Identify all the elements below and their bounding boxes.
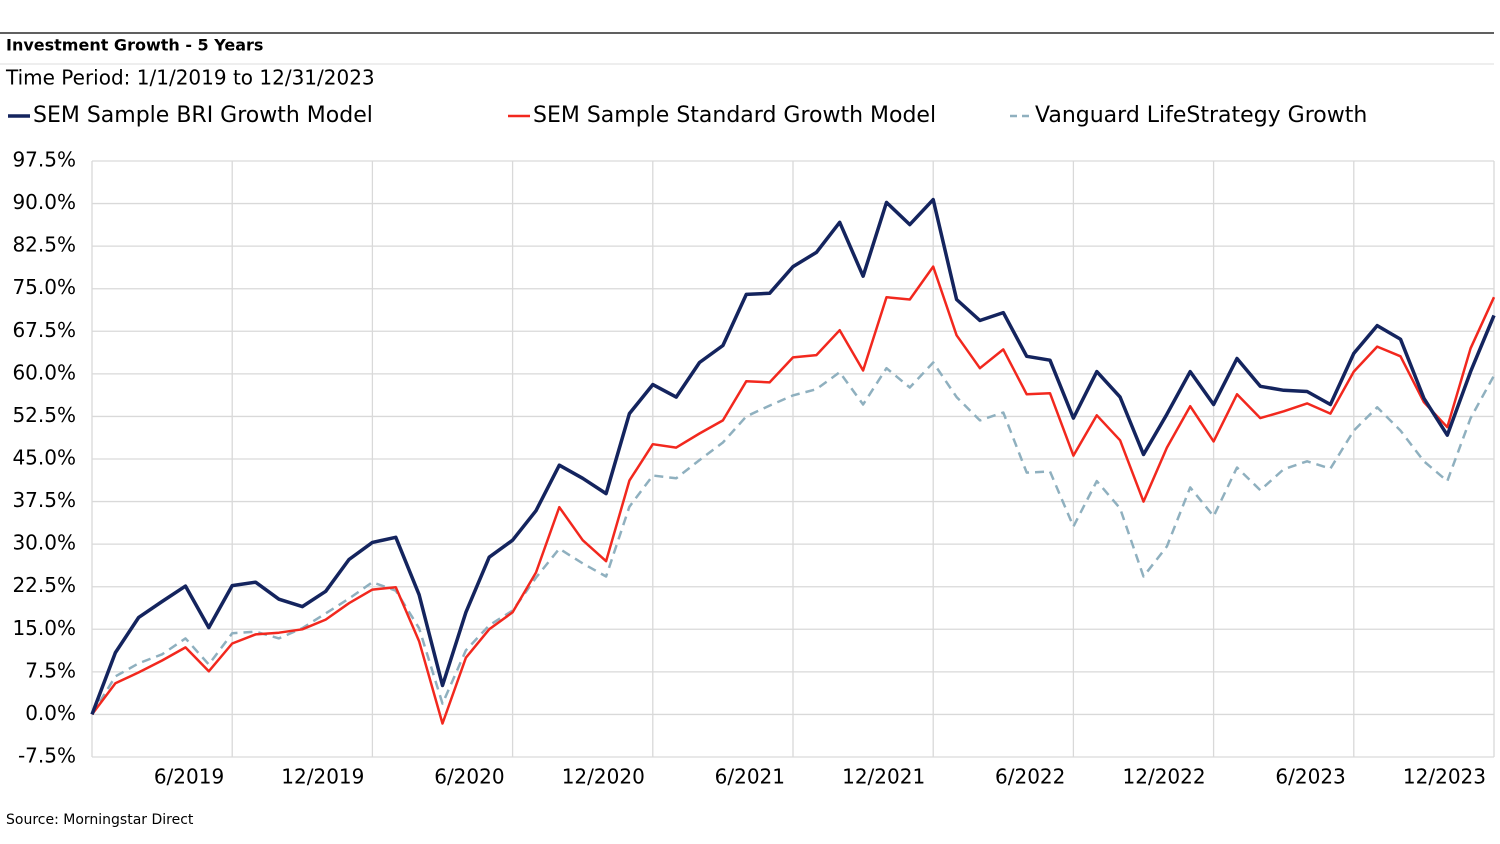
y-tick-label: 67.5% [12, 318, 76, 342]
x-tick-label: 6/2020 [434, 765, 504, 789]
y-tick-label: 60.0% [12, 360, 76, 384]
x-tick-label: 6/2022 [995, 765, 1065, 789]
legend-label: SEM Sample Standard Growth Model [533, 103, 936, 128]
series-line [90, 197, 1496, 716]
y-tick-label: 75.0% [12, 275, 76, 299]
y-tick-label: 7.5% [25, 658, 76, 682]
subtitle: Time Period: 1/1/2019 to 12/31/2023 [5, 66, 375, 90]
y-tick-label: 90.0% [12, 190, 76, 214]
y-tick-label: 37.5% [12, 488, 76, 512]
x-tick-label: 6/2021 [715, 765, 785, 789]
chart-title: Investment Growth - 5 Years [6, 36, 263, 55]
x-tick-label: 12/2023 [1403, 765, 1486, 789]
y-tick-label: 97.5% [12, 148, 76, 172]
x-tick-label: 12/2020 [562, 765, 645, 789]
series-line [90, 361, 1496, 716]
y-tick-label: -7.5% [18, 744, 76, 768]
y-tick-label: 45.0% [12, 446, 76, 470]
series-line [91, 265, 1496, 725]
source: Source: Morningstar Direct [6, 812, 194, 828]
x-tick-label: 12/2021 [842, 765, 925, 789]
y-tick-label: 30.0% [12, 531, 76, 555]
y-tick-label: 0.0% [25, 701, 76, 725]
legend-label: SEM Sample BRI Growth Model [33, 103, 373, 128]
legend-label: Vanguard LifeStrategy Growth [1035, 103, 1367, 128]
y-tick-label: 15.0% [12, 616, 76, 640]
x-tick-label: 6/2019 [154, 765, 224, 789]
x-tick-label: 6/2023 [1275, 765, 1345, 789]
y-tick-label: 52.5% [12, 403, 76, 427]
x-tick-label: 12/2022 [1123, 765, 1206, 789]
y-tick-label: 82.5% [12, 233, 76, 257]
y-tick-label: 22.5% [12, 573, 76, 597]
x-tick-label: 12/2019 [281, 765, 364, 789]
